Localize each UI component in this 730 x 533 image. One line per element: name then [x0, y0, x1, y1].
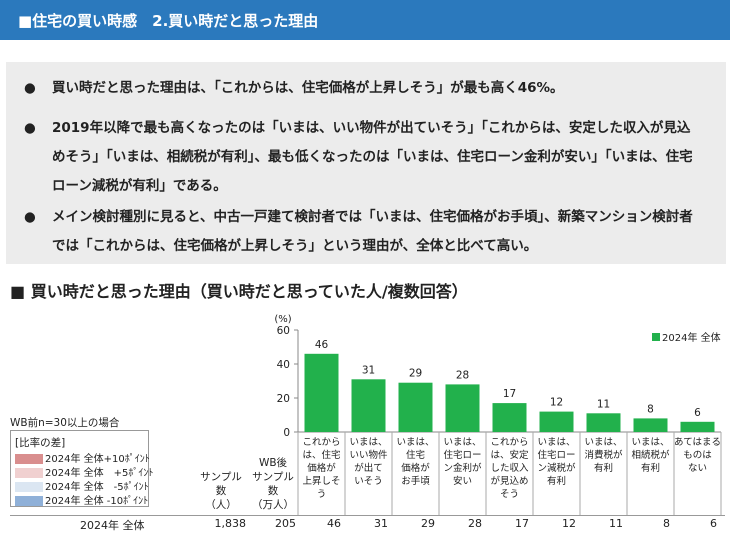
category-label: 有利: [641, 462, 660, 474]
bullet-marker: ●: [24, 120, 36, 136]
category-label: いい物件: [349, 449, 388, 461]
category-label: いまは、: [349, 437, 387, 448]
category-label: これから: [302, 437, 340, 448]
legend-swatch: [652, 333, 660, 341]
bar: [398, 382, 433, 432]
row-value: 8: [663, 517, 670, 530]
category-label: 相続税が: [631, 449, 670, 461]
sample-column-header: サンプル数（人）: [200, 471, 242, 511]
diff-legend-item: 2024年 全体+10ﾎﾟｲﾝﾄ: [15, 450, 150, 465]
row-value: 6: [710, 517, 717, 530]
diff-legend-item: 2024年 全体 +5ﾎﾟｲﾝﾄ: [15, 464, 153, 479]
bar: [445, 384, 480, 432]
category-label: いまは、: [443, 437, 481, 448]
category-label: は、安定: [490, 449, 529, 461]
bar: [633, 418, 668, 432]
diff-legend-item: 2024年 全体 -5ﾎﾟｲﾝﾄ: [15, 478, 149, 493]
data-label: 17: [503, 388, 516, 400]
category-label: お手頃: [401, 475, 430, 487]
category-label: ものは: [683, 450, 712, 461]
y-tick-label: 0: [283, 427, 290, 439]
category-label: いまは、: [537, 437, 575, 448]
data-label: 31: [362, 364, 375, 376]
row-value: 12: [562, 517, 576, 530]
bar: [304, 353, 339, 432]
table-row: 2024年 全体 1,838 205 46 31 29 28 17 12 11 8 6: [10, 515, 725, 532]
category-label: そう: [500, 489, 519, 500]
sample-note: WB前n=30以上の場合: [10, 417, 120, 429]
data-label: 8: [647, 403, 654, 415]
category-label: 有利: [547, 475, 566, 487]
category-label: が出て: [354, 462, 383, 474]
category-label: 価格が: [401, 462, 430, 474]
bullet-marker: ●: [24, 209, 36, 225]
summary-panel: ● 買い時だと思った理由は、「これからは、住宅価格が上昇しそう」が最も高く46%…: [6, 62, 726, 264]
category-label: いまは、: [631, 437, 669, 448]
row-value: 29: [421, 517, 435, 530]
y-unit-label: (%): [274, 314, 291, 325]
wb-sample-column-header: WB後 サンプル数（万人）: [252, 457, 294, 511]
category-label: が見込め: [490, 475, 528, 487]
swatch-minus10: [15, 496, 43, 506]
y-tick-label: 40: [277, 359, 290, 371]
category-label: いそう: [354, 476, 383, 487]
bar: [586, 413, 621, 432]
data-label: 11: [597, 398, 610, 410]
row-value: 46: [327, 517, 341, 530]
row-value: 17: [515, 517, 529, 530]
legend-label: 2024年 全体: [662, 331, 721, 344]
category-label: 価格が: [307, 462, 336, 474]
category-label: これから: [490, 437, 528, 448]
data-label: 28: [456, 369, 469, 381]
summary-point-1: 買い時だと思った理由は、「これからは、住宅価格が上昇しそう」が最も高く46%。: [52, 80, 564, 96]
bar: [539, 411, 574, 432]
category-label: 安い: [453, 475, 472, 487]
category-label: ン金利が: [443, 462, 482, 474]
data-label: 46: [315, 339, 329, 351]
row-wb: 205: [275, 517, 296, 530]
category-label: 上昇しそ: [302, 476, 340, 487]
row-sample: 1,838: [214, 517, 247, 530]
diff-legend-item: 2024年 全体 -10ﾎﾟｲﾝﾄ: [15, 492, 148, 507]
y-tick-label: 20: [277, 393, 290, 405]
data-label: 6: [694, 407, 701, 419]
row-label: 2024年 全体: [80, 519, 145, 532]
category-label: 消費税が: [584, 449, 623, 461]
y-tick-label: 60: [277, 325, 290, 337]
category-label: 住宅: [406, 449, 425, 461]
diff-legend-title: [比率の差]: [15, 437, 66, 449]
swatch-plus5: [15, 468, 43, 478]
diff-legend: [比率の差] 2024年 全体+10ﾎﾟｲﾝﾄ 2024年 全体 +5ﾎﾟｲﾝﾄ…: [10, 430, 153, 507]
bar: [492, 403, 527, 432]
page-title: ■住宅の買い時感 2.買い時だと思った理由: [18, 12, 319, 30]
data-label: 12: [550, 397, 563, 409]
category-label: ン減税が: [537, 462, 576, 474]
row-value: 28: [468, 517, 482, 530]
data-label: 29: [409, 368, 422, 380]
chart-section-title: ■ 買い時だと思った理由（買い時だと思っていた人/複数回答）: [10, 282, 468, 301]
bar: [351, 379, 386, 432]
category-label: 住宅ロー: [537, 449, 575, 461]
category-label: は、住宅: [302, 449, 340, 461]
category-label: した収入: [490, 462, 529, 474]
swatch-minus5: [15, 482, 43, 492]
header-bar: ■住宅の買い時感 2.買い時だと思った理由: [0, 0, 730, 40]
category-label: 住宅ロー: [443, 449, 481, 461]
row-value: 31: [374, 517, 388, 530]
row-value: 11: [609, 517, 623, 530]
category-label: いまは、: [396, 437, 434, 448]
bullet-marker: ●: [24, 80, 36, 96]
category-label: あてはまる: [674, 437, 721, 448]
summary-point-2: 2019年以降で最も高くなったのは「いまは、いい物件が出ていそう」「これからは、…: [52, 120, 693, 194]
swatch-plus10: [15, 454, 43, 464]
bar: [680, 421, 715, 432]
category-label: ない: [688, 463, 707, 474]
category-label: う: [317, 489, 327, 500]
summary-point-3: メイン検討種別に見ると、中古一戸建て検討者では「いまは、住宅価格がお手頃」、新築…: [52, 209, 693, 254]
category-label: いまは、: [584, 437, 622, 448]
category-label: 有利: [594, 462, 613, 474]
